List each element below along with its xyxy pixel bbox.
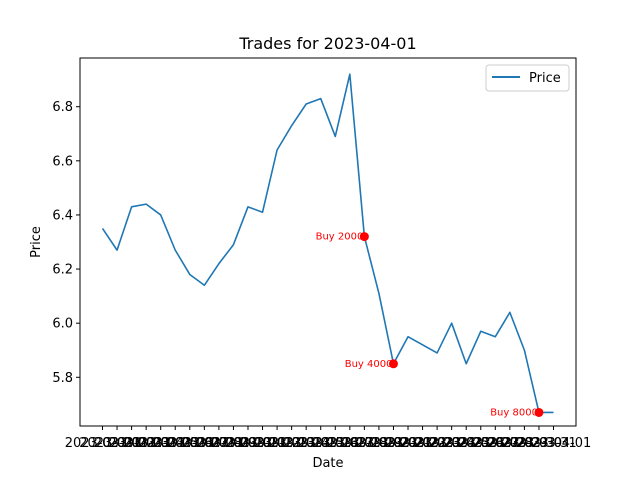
x-tick-label: 2023-03-03 [94, 436, 170, 451]
trade-annotation: Buy 4000 [345, 359, 393, 370]
x-tick-label: 2023-03-06 [137, 436, 213, 451]
x-tick-label: 2023-03-10 [196, 436, 272, 451]
y-axis-title: Price [29, 226, 44, 258]
x-tick-label: 2023-04-01 [516, 436, 592, 451]
x-tick-label: 2023-03-27 [443, 436, 519, 451]
trade-annotation: Buy 8000 [490, 407, 538, 418]
series-line-price [101, 73, 554, 414]
series-lines [101, 73, 554, 414]
x-tick-label: 2023-03-18 [312, 436, 388, 451]
x-tick-label: 2023-03-15 [268, 436, 344, 451]
legend: Price [485, 64, 570, 92]
x-tick-label: 2023-03-14 [254, 436, 330, 451]
x-tick-label: 2023-03-04 [108, 436, 184, 451]
x-tick-label: 2023-03-07 [152, 436, 228, 451]
x-tick-label: 2023-03-20 [341, 436, 417, 451]
x-tick-label: 2023-03-11 [210, 436, 286, 451]
plot-area-frame [79, 57, 577, 427]
x-tick-label: 2023-03-30 [487, 436, 563, 451]
x-tick-label: 2023-03-23 [385, 436, 461, 451]
x-tick-label: 2023-03-13 [239, 436, 315, 451]
x-axis: 2023-03-012023-03-022023-03-032023-03-04… [65, 426, 592, 451]
trade-annotation: Buy 2000 [316, 232, 364, 243]
x-axis-title: Date [312, 456, 343, 471]
x-tick-label: 2023-03-02 [79, 436, 155, 451]
y-tick-label: 6.6 [52, 154, 73, 169]
x-tick-label: 2023-03-17 [297, 436, 373, 451]
x-tick-label: 2023-03-22 [370, 436, 446, 451]
trade-markers: Buy 2000 Buy 4000 Buy 8000 [316, 232, 544, 418]
x-tick-label: 2023-03-16 [283, 436, 359, 451]
x-tick-label: 2023-03-09 [181, 436, 257, 451]
legend-box [485, 64, 570, 92]
chart-title: Trades for 2023-04-01 [238, 34, 416, 53]
x-tick-label: 2023-03-05 [123, 436, 199, 451]
y-tick-label: 6.4 [52, 208, 73, 223]
x-tick-label: 2023-03-08 [167, 436, 243, 451]
y-tick-label: 6.0 [52, 317, 73, 332]
x-tick-label: 2023-03-28 [458, 436, 534, 451]
legend-label-price: Price [529, 71, 561, 86]
x-tick-label: 2023-03-21 [356, 436, 432, 451]
x-tick-label: 2023-03-01 [65, 436, 141, 451]
y-axis: 5.8 6.0 6.2 6.4 6.6 6.8 [52, 100, 80, 386]
x-tick-label: 2023-03-29 [472, 436, 548, 451]
x-tick-label: 2023-03-25 [414, 436, 490, 451]
y-tick-label: 6.8 [52, 100, 73, 115]
x-tick-label: 2023-03-24 [399, 436, 475, 451]
x-tick-label: 2023-03-26 [428, 436, 504, 451]
x-tick-label: 2023-03-31 [501, 436, 577, 451]
y-tick-label: 6.2 [52, 263, 73, 278]
trade-marker [359, 232, 369, 242]
trade-marker [388, 359, 398, 369]
x-tick-label: 2023-03-19 [327, 436, 403, 451]
y-tick-label: 5.8 [52, 371, 73, 386]
x-tick-label: 2023-03-12 [225, 436, 301, 451]
trade-marker [534, 407, 544, 417]
